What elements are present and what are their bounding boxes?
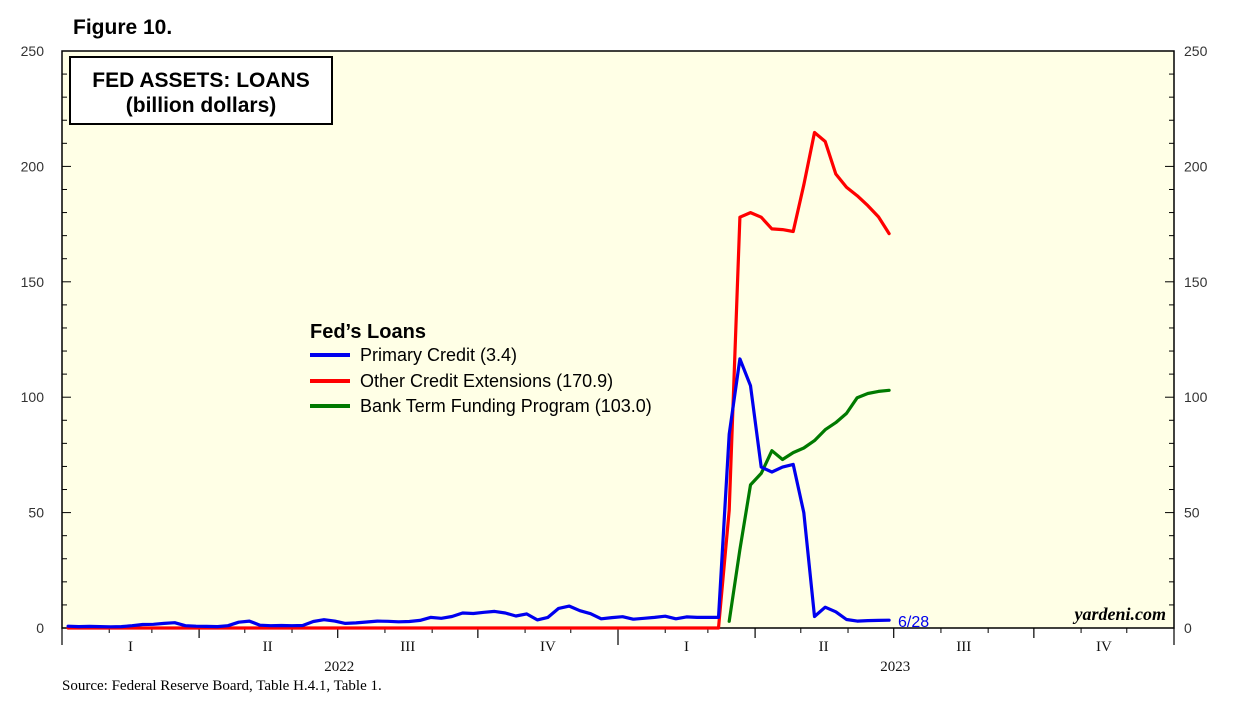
y-axis-labels: 0 0 50 50 100 100 150 150 200 200 250 250 (21, 43, 1208, 636)
legend: Fed’s Loans Primary Credit (3.4) Other C… (310, 321, 652, 416)
legend-label-btfp: Bank Term Funding Program (103.0) (360, 396, 652, 416)
y-tick-label-right: 100 (1184, 389, 1208, 405)
series-line-btfp (727, 388, 891, 623)
x-year-label: 2022 (324, 659, 354, 675)
title-box: FED ASSETS: LOANS (billion dollars) (69, 56, 333, 125)
series-line-primary_credit (66, 357, 891, 629)
series-lines (66, 130, 891, 630)
y-tick-label-left: 150 (21, 274, 45, 290)
y-tick-label-right: 0 (1184, 620, 1192, 636)
source-note: Source: Federal Reserve Board, Table H.4… (62, 678, 382, 694)
y-tick-label-right: 150 (1184, 274, 1208, 290)
y-tick-label-left: 250 (21, 43, 45, 59)
x-quarter-label: III (956, 639, 971, 655)
plot-area (61, 50, 1175, 629)
chart-title: FED ASSETS: LOANS (92, 69, 309, 92)
y-tick-label-left: 100 (21, 389, 45, 405)
chart-subtitle: (billion dollars) (126, 94, 277, 117)
x-quarter-label: IV (1096, 639, 1112, 655)
y-tick-label-left: 200 (21, 158, 45, 174)
brand-watermark: yardeni.com (1073, 604, 1167, 624)
figure-label: Figure 10. (73, 16, 173, 39)
legend-label-primary-credit: Primary Credit (3.4) (360, 345, 517, 365)
series-line-other_credit (66, 130, 891, 630)
axis-ticks (61, 50, 1175, 645)
y-tick-label-left: 50 (28, 505, 44, 521)
x-quarter-label: I (684, 639, 689, 655)
legend-label-other-credit: Other Credit Extensions (170.9) (360, 371, 613, 391)
legend-title: Fed’s Loans (310, 321, 426, 343)
x-year-label: 2023 (880, 659, 910, 675)
y-tick-label-left: 0 (36, 620, 44, 636)
y-tick-label-right: 200 (1184, 158, 1208, 174)
x-quarter-label: II (263, 639, 273, 655)
x-quarter-label: III (400, 639, 415, 655)
y-tick-label-right: 250 (1184, 43, 1208, 59)
end-date-label: 6/28 (898, 614, 929, 631)
x-quarter-label: I (128, 639, 133, 655)
x-quarter-label: IV (540, 639, 556, 655)
x-quarter-label: II (819, 639, 829, 655)
y-tick-label-right: 50 (1184, 505, 1200, 521)
